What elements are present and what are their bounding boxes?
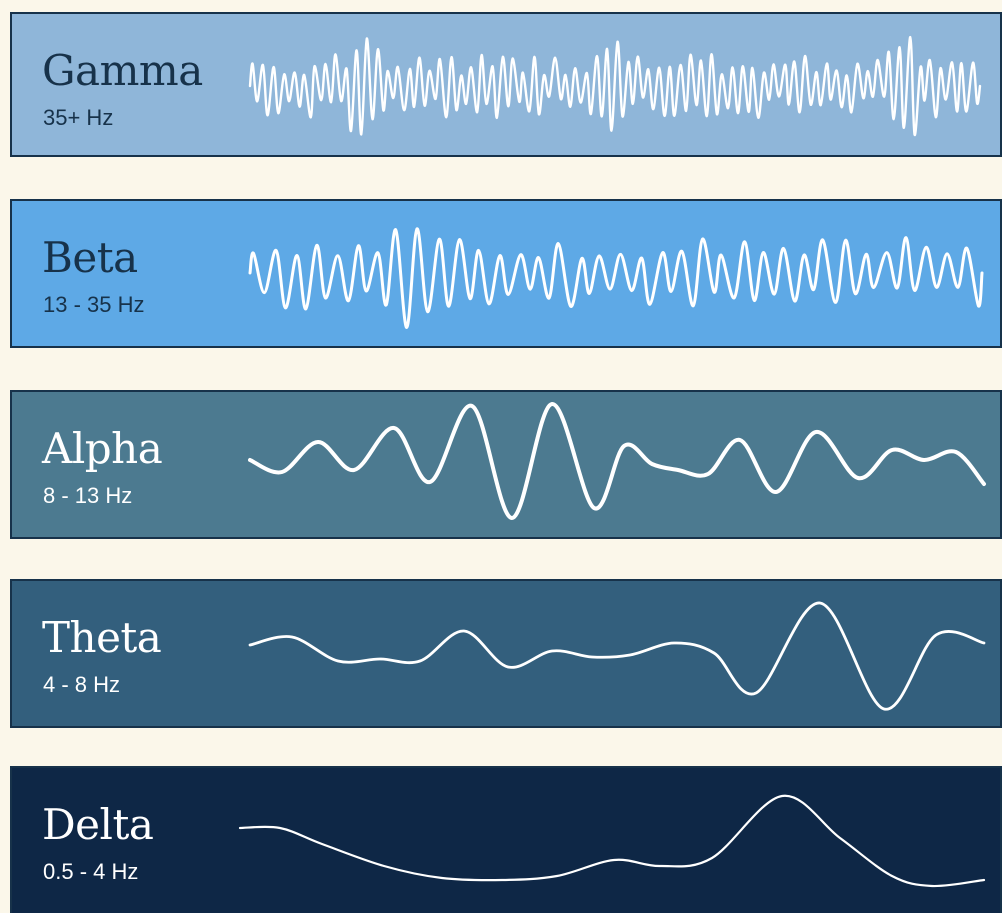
band-theta: Theta 4 - 8 Hz [10,579,1002,728]
band-name-alpha: Alpha [42,424,163,473]
band-range-delta: 0.5 - 4 Hz [43,859,139,884]
band-name-beta: Beta [42,233,138,282]
band-beta: Beta 13 - 35 Hz [10,199,1002,348]
band-name-delta: Delta [42,800,154,849]
band-range-gamma: 35+ Hz [43,105,114,130]
band-name-theta: Theta [42,613,162,662]
band-range-beta: 13 - 35 Hz [43,292,145,317]
waveform-line-gamma [248,35,982,137]
band-range-theta: 4 - 8 Hz [43,672,121,697]
waveform-line-theta [248,601,986,711]
band-gamma: Gamma 35+ Hz [10,12,1002,157]
waveform-line-delta [238,794,986,888]
band-name-gamma: Gamma [42,46,203,95]
waveform-line-alpha [248,402,986,521]
band-alpha: Alpha 8 - 13 Hz [10,390,1002,539]
waveform-line-beta [248,227,984,330]
wave-beta [248,227,984,330]
wave-theta [248,601,986,711]
wave-alpha [248,402,986,521]
wave-gamma [248,35,982,137]
band-range-alpha: 8 - 13 Hz [43,483,133,508]
wave-delta [238,794,986,888]
band-delta: Delta 0.5 - 4 Hz [10,766,1002,913]
